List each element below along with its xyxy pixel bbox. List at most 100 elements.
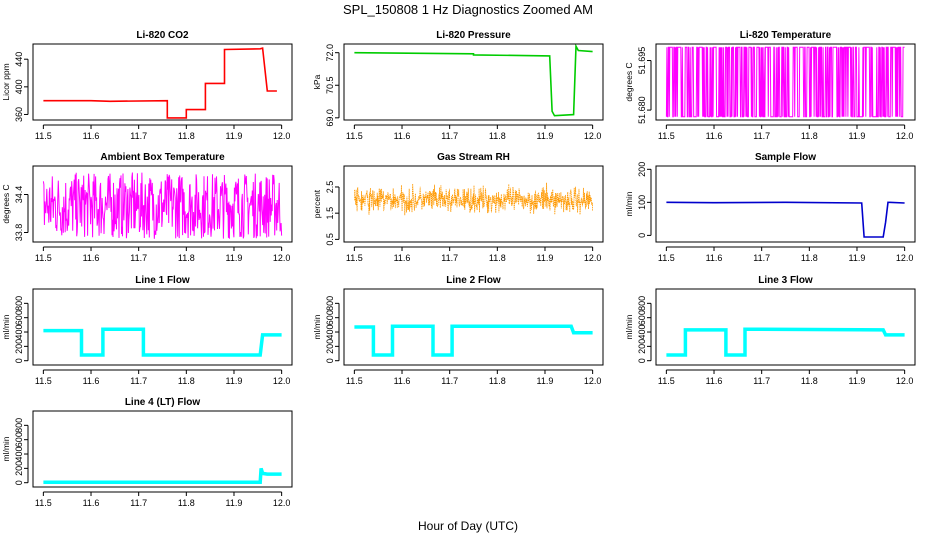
panel-grid: Li-820 CO2 11.5 11.6 11.7 11.8 11.9 12.0 360 400…: [1, 30, 916, 508]
x-tick-label: 11.5: [658, 253, 675, 263]
panel-8: Line 3 Flow 11.5 11.6 11.7 11.8 11.9 12.0 0 2004…: [624, 275, 916, 386]
panel-frame: [343, 43, 604, 121]
panel-plot-area: [666, 327, 905, 357]
x-tick-label: 11.9: [849, 376, 866, 386]
panel-7: Line 2 Flow 11.5 11.6 11.7 11.8 11.9 12.0 0 2004…: [312, 275, 604, 386]
panel-title: Line 2 Flow: [446, 275, 501, 286]
panel-title: Gas Stream RH: [437, 152, 510, 163]
y-tick-label: 200: [637, 162, 647, 177]
x-tick-label: 11.5: [346, 376, 363, 386]
panel-title: Ambient Box Temperature: [100, 152, 225, 163]
y-tick-label: 100: [637, 195, 647, 210]
x-tick-label: 11.8: [489, 376, 506, 386]
y-tick-label: 0: [325, 358, 335, 363]
y-tick-label: 600: [14, 310, 24, 325]
y-tick-label: 400: [637, 325, 647, 340]
x-tick-label: 12.0: [273, 498, 291, 508]
y-tick-label: 400: [14, 79, 24, 94]
series-line: [354, 44, 593, 117]
x-tick-label: 11.7: [441, 253, 458, 263]
x-tick-label: 11.6: [706, 253, 723, 263]
panel-plot-area: [354, 324, 593, 357]
panel-frame: [32, 43, 293, 121]
y-tick-label: 51.695: [637, 47, 647, 75]
x-tick-label: 12.0: [896, 253, 914, 263]
y-tick-label: 440: [14, 52, 24, 67]
y-tick-label: 0: [14, 480, 24, 485]
y-axis-label: Licor ppm: [1, 63, 11, 100]
y-tick-label: 0: [14, 358, 24, 363]
x-tick-label: 11.9: [537, 131, 554, 141]
panel-2: Li-820 Temperature 11.5 11.6 11.7 11.8 11.9 12…: [624, 30, 916, 141]
x-tick-label: 11.9: [226, 131, 243, 141]
x-tick-label: 12.0: [584, 376, 602, 386]
y-tick-label: 34.4: [14, 186, 24, 204]
panel-4: Gas Stream RH 11.5 11.6 11.7 11.8 11.9 12.0 0.5…: [312, 152, 604, 263]
panel-plot-area: [354, 182, 593, 216]
y-tick-label: 800: [325, 296, 335, 311]
y-tick-label: 400: [14, 325, 24, 340]
panel-plot-area: [666, 201, 905, 238]
panel-frame: [655, 288, 916, 366]
y-tick-label: 800: [637, 296, 647, 311]
x-tick-label: 12.0: [584, 131, 602, 141]
y-tick-label: 33.8: [14, 224, 24, 242]
x-tick-label: 11.7: [753, 376, 770, 386]
y-axis-label: degrees C: [1, 184, 11, 223]
y-tick-label: 800: [14, 418, 24, 433]
series-line: [666, 327, 905, 357]
x-tick-label: 11.7: [441, 376, 458, 386]
x-tick-label: 11.9: [226, 498, 243, 508]
figure-x-axis-label: Hour of Day (UTC): [418, 519, 518, 533]
x-tick-label: 11.8: [801, 253, 818, 263]
series-points: [354, 182, 593, 216]
y-tick-label: 0.5: [325, 233, 335, 246]
x-tick-label: 11.5: [658, 131, 675, 141]
panel-frame: [655, 165, 916, 243]
x-tick-label: 11.7: [753, 131, 770, 141]
x-tick-label: 11.6: [83, 498, 100, 508]
x-tick-label: 11.7: [441, 131, 458, 141]
x-tick-label: 11.5: [658, 376, 675, 386]
y-tick-label: 2.5: [325, 181, 335, 194]
x-tick-label: 11.9: [537, 253, 554, 263]
panel-plot-area: [665, 46, 905, 118]
y-axis-label: ml/min: [1, 436, 11, 461]
y-axis-label: kPa: [312, 74, 322, 89]
x-tick-label: 11.5: [35, 498, 52, 508]
y-tick-label: 70.5: [325, 76, 335, 94]
x-tick-label: 11.8: [178, 131, 195, 141]
y-tick-label: 72.0: [325, 44, 335, 62]
panel-title: Li-820 Temperature: [740, 30, 832, 41]
x-tick-label: 12.0: [896, 131, 914, 141]
panel-frame: [32, 410, 293, 488]
panel-plot-area: [43, 467, 282, 485]
panel-3: Ambient Box Temperature 11.5 11.6 11.7 11.8 1…: [1, 152, 293, 263]
panel-title: Line 1 Flow: [135, 275, 190, 286]
x-tick-label: 11.8: [801, 131, 818, 141]
x-tick-label: 11.8: [178, 253, 195, 263]
y-axis-label: ml/min: [312, 314, 322, 339]
y-tick-label: 200: [637, 339, 647, 354]
y-axis-label: degrees C: [624, 62, 634, 101]
x-tick-label: 11.7: [130, 131, 147, 141]
x-tick-label: 11.6: [394, 376, 411, 386]
y-tick-label: 69.0: [325, 109, 335, 127]
x-tick-label: 11.7: [130, 376, 147, 386]
y-tick-label: 0: [637, 233, 647, 238]
x-tick-label: 11.9: [226, 253, 243, 263]
x-tick-label: 11.8: [178, 376, 195, 386]
x-tick-label: 11.6: [394, 253, 411, 263]
panel-title: Li-820 CO2: [136, 30, 189, 41]
x-tick-label: 11.5: [35, 253, 52, 263]
panel-frame: [32, 288, 293, 366]
series-line: [43, 47, 277, 119]
panel-6: Line 1 Flow 11.5 11.6 11.7 11.8 11.9 12.0 0 2004…: [1, 275, 293, 386]
panel-plot-area: [42, 172, 283, 239]
x-tick-label: 12.0: [896, 376, 914, 386]
y-tick-label: 200: [14, 461, 24, 476]
panel-frame: [343, 165, 604, 243]
x-tick-label: 11.9: [537, 376, 554, 386]
x-tick-label: 11.6: [83, 376, 100, 386]
